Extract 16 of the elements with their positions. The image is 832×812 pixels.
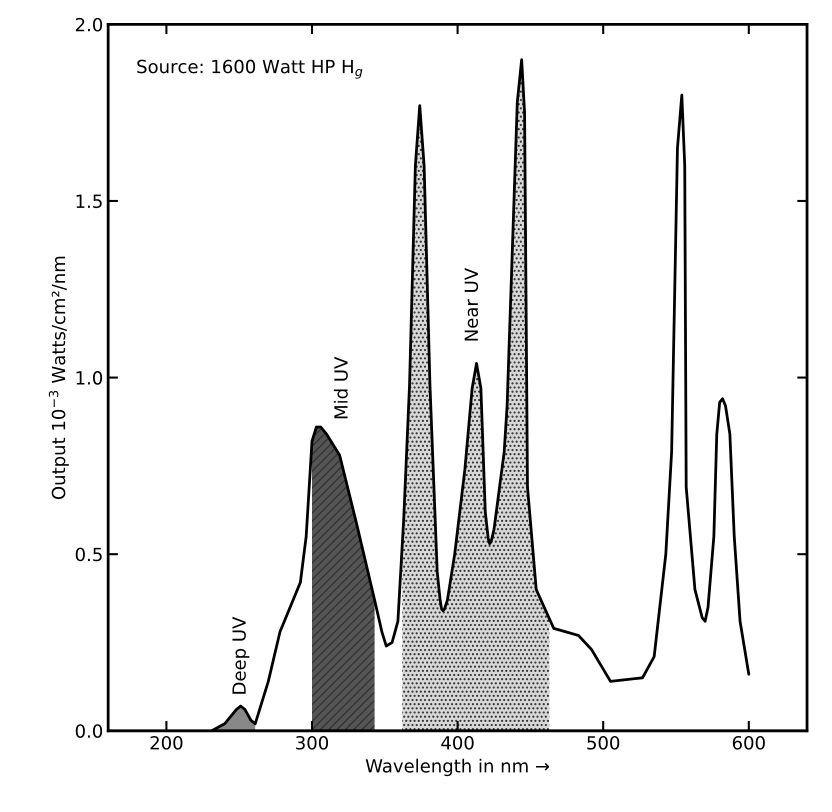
x-tick-label: 200 — [150, 736, 182, 750]
x-tick-label: 300 — [296, 736, 328, 750]
text: Near UV — [464, 268, 478, 340]
y-tick-label: 0.5 — [76, 548, 102, 562]
y-tick-label: 1.0 — [76, 371, 102, 385]
y-tick-label: 0.0 — [76, 724, 102, 738]
y-axis-title: Output 10$^{−3}$ Watts/cm²/nm — [48, 256, 69, 500]
x-tick-label: 500 — [587, 736, 620, 750]
x-tick-label: 600 — [732, 736, 765, 750]
text: Deep UV — [232, 616, 250, 694]
annotation: Source: 1600 Watt HP H$_{g}$ — [137, 60, 362, 79]
y-tick-label: 2.0 — [76, 18, 102, 32]
x-axis-title: Wavelength in nm → — [366, 758, 550, 776]
y-tick-label: 1.5 — [76, 194, 102, 208]
text: Mid UV — [334, 356, 348, 418]
x-tick-label: 400 — [441, 736, 474, 750]
